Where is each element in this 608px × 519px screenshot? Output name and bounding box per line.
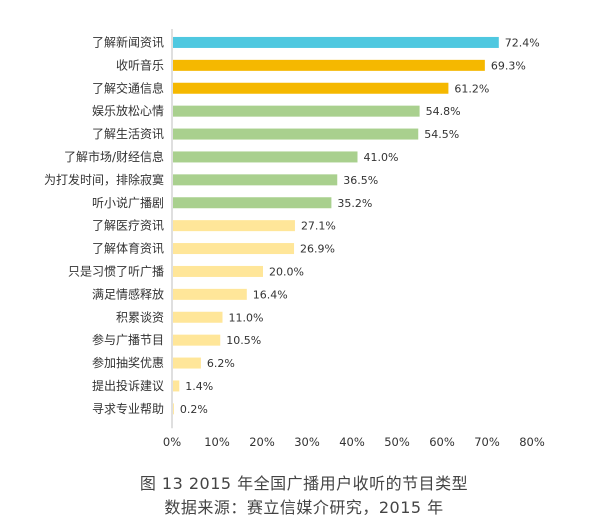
data-label: 54.5% [424, 128, 459, 141]
data-label: 27.1% [301, 220, 336, 233]
x-tick-label: 70% [474, 435, 500, 449]
bar [173, 197, 332, 209]
data-label: 72.4% [505, 36, 540, 49]
data-label: 0.2% [180, 403, 208, 416]
x-tick-label: 0% [163, 435, 181, 449]
x-tick-label: 30% [294, 435, 320, 449]
bar [173, 265, 263, 277]
data-label: 20.0% [269, 265, 304, 278]
bar [173, 82, 449, 94]
bar [173, 105, 420, 117]
x-tick-label: 20% [249, 435, 275, 449]
bar [173, 243, 295, 255]
data-label: 54.8% [426, 105, 461, 118]
data-label: 11.0% [229, 311, 264, 324]
x-tick-label: 80% [519, 435, 545, 449]
category-label: 了解交通信息 [92, 80, 164, 95]
bar [173, 220, 295, 232]
category-label: 满足情感释放 [92, 286, 164, 301]
category-label: 参与广播节目 [92, 332, 164, 347]
category-label: 了解市场/财经信息 [64, 149, 164, 164]
category-label: 了解体育资讯 [92, 241, 164, 256]
category-label: 了解医疗资讯 [92, 219, 164, 233]
data-source-caption: 数据来源：赛立信媒介研究，2015 年 [164, 498, 444, 517]
data-label: 36.5% [343, 174, 378, 187]
bar [173, 380, 180, 392]
x-tick-label: 50% [384, 435, 410, 449]
category-label: 寻求专业帮助 [92, 401, 164, 416]
data-label: 26.9% [300, 243, 335, 256]
data-label: 16.4% [253, 288, 288, 301]
data-label: 6.2% [207, 357, 235, 370]
data-label: 69.3% [491, 59, 526, 72]
data-label: 35.2% [337, 197, 372, 210]
bar [173, 403, 174, 415]
category-label: 积累谈资 [116, 310, 164, 324]
category-label: 听小说广播剧 [92, 195, 164, 210]
category-label: 提出投诉建议 [92, 378, 164, 393]
bar [173, 334, 221, 346]
data-label: 41.0% [364, 151, 399, 164]
category-label: 了解生活资讯 [92, 127, 164, 141]
bar [173, 311, 223, 323]
bar [173, 36, 499, 48]
bar [173, 59, 485, 71]
category-label: 参加抽奖优惠 [92, 355, 164, 370]
x-tick-label: 40% [339, 435, 365, 449]
bar [173, 151, 358, 163]
bar [173, 288, 247, 300]
bar-chart: 了解新闻资讯 72.4% 收听音乐 69.3% 了解交通信息 61.2% 娱乐放松心情 54.… [44, 29, 545, 449]
category-label: 了解新闻资讯 [92, 34, 164, 49]
x-tick-label: 60% [429, 435, 455, 449]
x-tick-label: 10% [204, 435, 230, 449]
bar [173, 357, 201, 369]
category-label: 娱乐放松心情 [92, 103, 164, 118]
category-label: 只是习惯了听广播 [68, 263, 164, 278]
category-label: 收听音乐 [116, 57, 164, 72]
bar [173, 174, 338, 186]
figure-caption: 图 13 2015 年全国广播用户收听的节目类型 [139, 474, 469, 493]
category-label: 为打发时间，排除寂寞 [44, 172, 164, 187]
data-label: 10.5% [226, 334, 261, 347]
data-label: 61.2% [454, 82, 489, 95]
data-label: 1.4% [185, 380, 213, 393]
bar [173, 128, 419, 140]
